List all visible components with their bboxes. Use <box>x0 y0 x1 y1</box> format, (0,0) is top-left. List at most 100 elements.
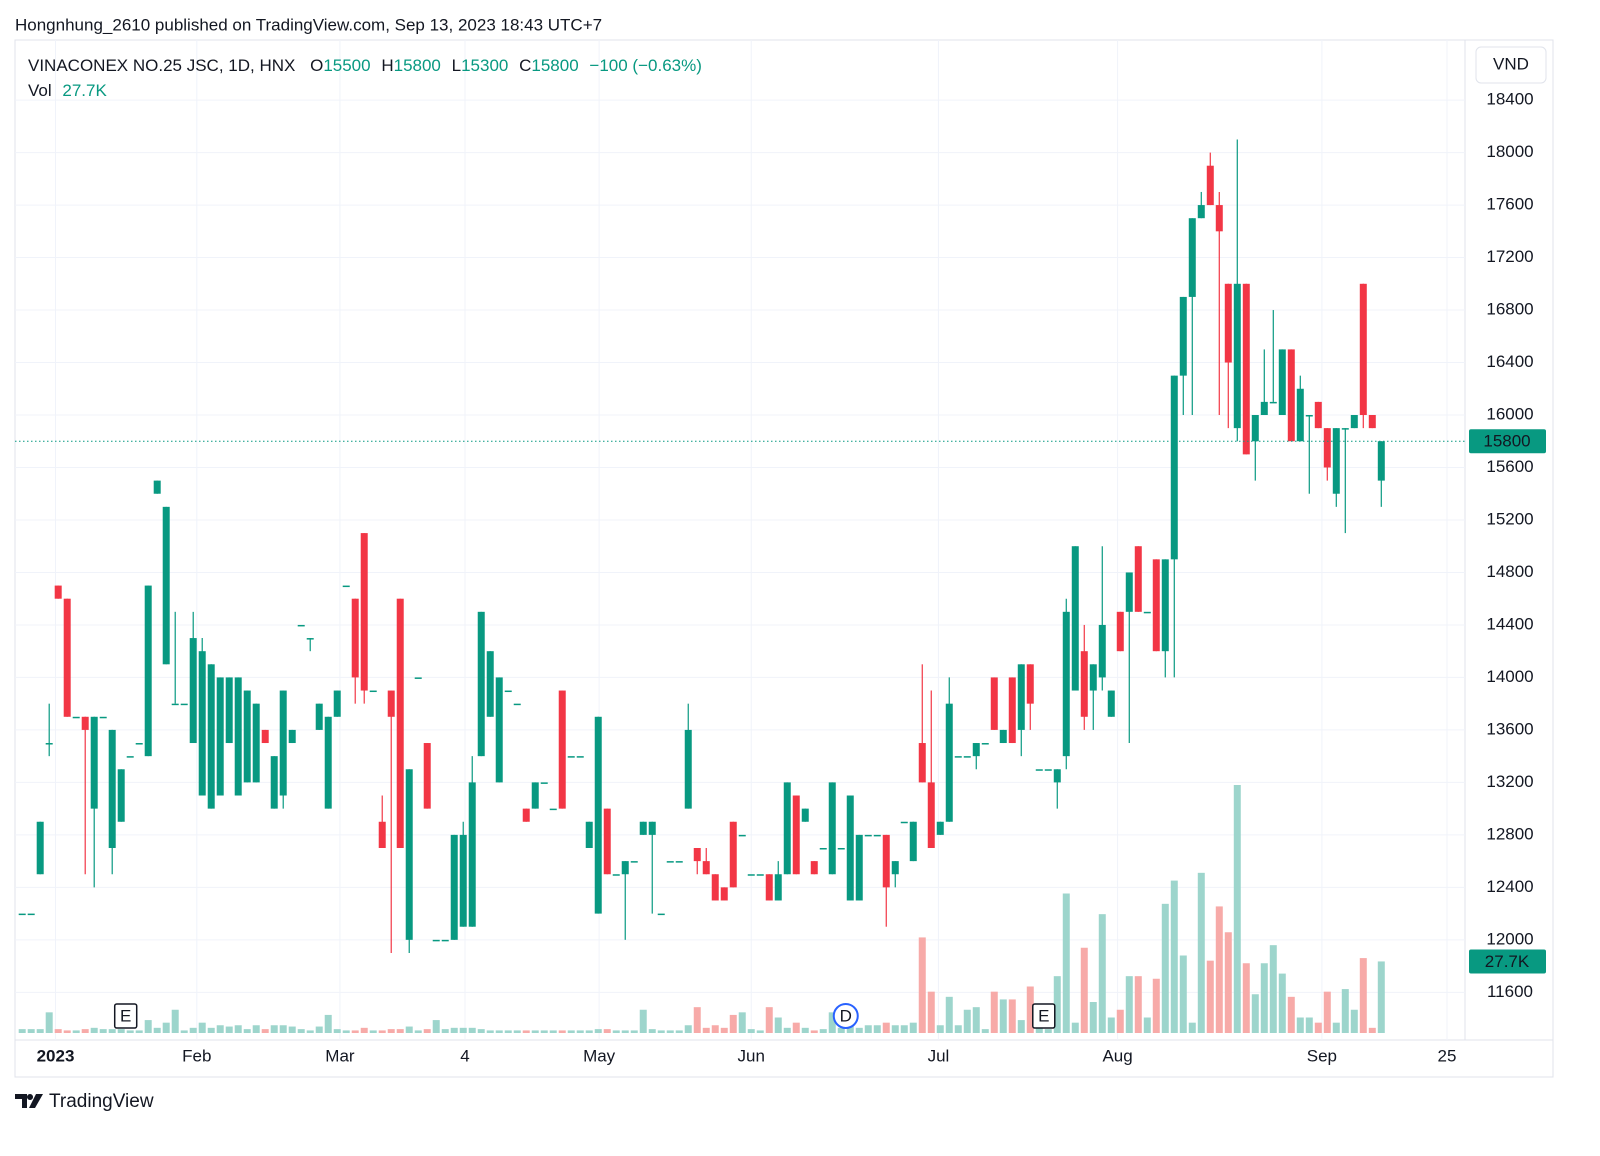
volume-bar <box>207 1027 215 1033</box>
candle-body <box>675 861 683 863</box>
close-value: 15800 <box>531 56 578 75</box>
volume-bar <box>981 1029 989 1033</box>
candle-body <box>666 861 674 863</box>
x-tick-label: Sep <box>1307 1046 1337 1065</box>
candle-body <box>297 624 305 627</box>
candle-body <box>891 861 899 875</box>
event-marker[interactable] <box>1032 1003 1056 1029</box>
volume-header: Vol 27.7K <box>28 81 107 100</box>
grid <box>15 40 1465 1040</box>
candle-body <box>693 847 701 862</box>
high-value: 15800 <box>394 56 441 75</box>
volume-bar <box>1269 945 1277 1033</box>
chart-frame <box>14 39 1554 1078</box>
candle-body <box>828 782 836 875</box>
volume-bar <box>900 1025 908 1033</box>
volume-bar <box>1026 986 1034 1033</box>
volume-bar <box>954 1025 962 1033</box>
candle-body <box>27 913 35 916</box>
candle-body <box>1287 349 1295 442</box>
volume-bar <box>153 1027 161 1033</box>
candle-body <box>1170 375 1178 560</box>
y-tick-label: 16000 <box>1486 404 1533 423</box>
volume-bar <box>990 991 998 1033</box>
volume-bar <box>180 1030 188 1033</box>
volume-bar <box>495 1030 503 1033</box>
candle-body <box>243 690 251 783</box>
candle-body <box>252 703 260 783</box>
candle-body <box>18 913 26 916</box>
candle-body <box>207 664 215 809</box>
candle-body <box>873 834 881 837</box>
candle-body <box>261 729 269 744</box>
candle-body <box>171 703 179 706</box>
candle-body <box>477 611 485 757</box>
high-label: H <box>381 56 393 75</box>
candle-body <box>972 743 980 757</box>
candle-body <box>1224 283 1232 363</box>
candle-body <box>396 598 404 848</box>
last-price-badge <box>1469 429 1546 454</box>
volume-bar <box>1116 1009 1124 1033</box>
candle-body <box>621 861 629 875</box>
y-tick-label: 15200 <box>1486 509 1533 528</box>
x-tick-label: 4 <box>460 1046 469 1065</box>
candle-body <box>387 690 395 717</box>
x-tick-label: 2023 <box>37 1046 75 1065</box>
event-label[interactable]: E <box>120 1006 131 1025</box>
currency-button[interactable] <box>1475 46 1547 84</box>
candle-body <box>684 729 692 809</box>
volume-bar <box>558 1030 566 1033</box>
candle-body <box>513 703 521 706</box>
volume-bar <box>621 1030 629 1033</box>
candle-body <box>522 808 530 822</box>
volume-bar <box>1134 976 1142 1033</box>
event-label[interactable]: D <box>840 1006 852 1025</box>
volume-bar <box>189 1027 197 1033</box>
volume-bar <box>720 1027 728 1033</box>
event-marker[interactable] <box>832 1003 859 1029</box>
candle-body <box>378 821 386 848</box>
candle-body <box>1089 664 1097 691</box>
close-label: C <box>519 56 531 75</box>
y-tick-label: 12400 <box>1486 877 1533 896</box>
volume-bar <box>657 1030 665 1033</box>
volume-bar <box>873 1025 881 1033</box>
candle-body <box>1125 572 1133 612</box>
volume-bar <box>1080 947 1088 1033</box>
candle-body <box>1080 651 1088 717</box>
candle-body <box>270 756 278 809</box>
candle-body <box>216 677 224 796</box>
currency-label[interactable]: VND <box>1493 54 1529 73</box>
candle-body <box>1098 624 1106 678</box>
y-tick-label: 12800 <box>1486 824 1533 843</box>
volume-bar <box>1044 1029 1052 1033</box>
event-marker[interactable] <box>113 1003 138 1029</box>
x-tick-label: Mar <box>325 1046 355 1065</box>
header: VINACONEX NO.25 JSC, 1D, HNX O15500 H158… <box>28 56 702 75</box>
candle-body <box>585 821 593 848</box>
volume-bar <box>270 1025 278 1033</box>
candle-body <box>981 743 989 745</box>
candle-body <box>936 821 944 835</box>
candle-body <box>198 651 206 796</box>
volume-bar <box>1251 994 1259 1033</box>
volume-bar <box>1071 1022 1079 1033</box>
candle-body <box>324 716 332 809</box>
candle-body <box>1368 415 1376 429</box>
candle-body <box>603 808 611 875</box>
volume-bar <box>1053 976 1061 1033</box>
candle-body <box>882 834 890 888</box>
volume-bar <box>369 1030 377 1033</box>
event-label[interactable]: E <box>1038 1006 1049 1025</box>
volume-bar <box>1089 1002 1097 1033</box>
volume-bar <box>522 1030 530 1033</box>
volume-name: Vol <box>28 81 52 100</box>
volume-bar <box>1215 906 1223 1033</box>
volume-bar <box>810 1030 818 1033</box>
volume-bar <box>1305 1017 1313 1033</box>
volume-bar <box>693 1007 701 1033</box>
x-tick-label: Feb <box>182 1046 211 1065</box>
y-tick-label: 12000 <box>1486 929 1533 948</box>
